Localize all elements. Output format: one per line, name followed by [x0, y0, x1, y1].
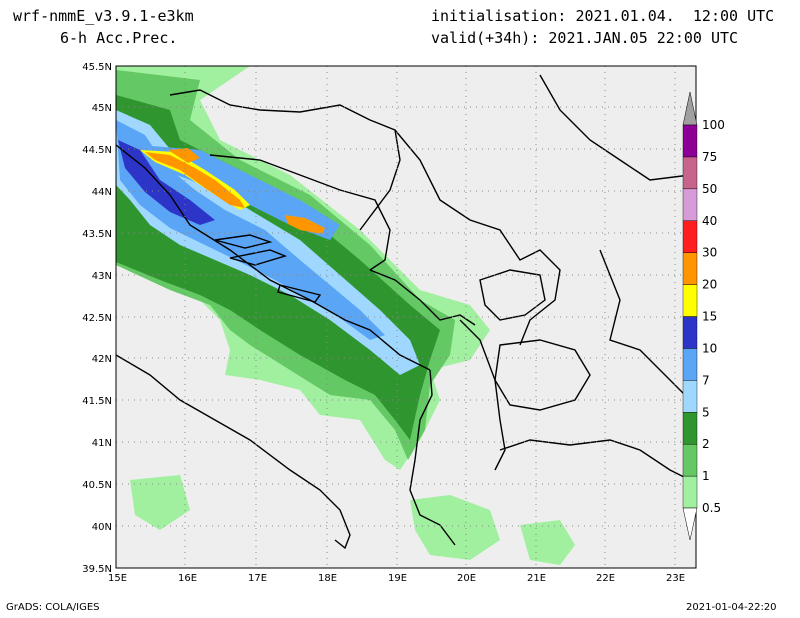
- precip-20mm-band-2: [285, 215, 325, 234]
- lat-tick: 45.5N: [82, 62, 112, 73]
- lon-tick: 17E: [248, 573, 267, 584]
- lat-tick: 41N: [92, 438, 112, 449]
- lat-tick: 39.5N: [82, 564, 112, 575]
- lat-axis: 45.5N 45N 44.5N 44N 43.5N 43N 42.5N 42N …: [82, 62, 112, 575]
- colorbar-box: [682, 380, 698, 413]
- colorbar-label: 100: [702, 118, 725, 132]
- colorbar-box: [682, 316, 698, 349]
- colorbar-label: 15: [702, 310, 717, 324]
- lon-tick: 19E: [388, 573, 407, 584]
- colorbar-box: [682, 252, 698, 285]
- colorbar-label: 40: [702, 214, 717, 228]
- colorbar-box: [682, 348, 698, 381]
- colorbar-bottom-arrow: [682, 507, 698, 541]
- colorbar-label: 50: [702, 182, 717, 196]
- field-title: 6-h Acc.Prec.: [60, 29, 178, 47]
- north-macedonia-border: [494, 339, 591, 411]
- lat-tick: 42N: [92, 354, 112, 365]
- colorbar-label: 30: [702, 246, 717, 260]
- albania-greece-coast: [409, 369, 456, 546]
- lon-tick: 22E: [596, 573, 615, 584]
- colorbar-box: [682, 412, 698, 445]
- serbia-border: [394, 129, 561, 346]
- colorbar-box: [682, 188, 698, 221]
- lat-tick: 42.5N: [82, 313, 112, 324]
- precip-20mm-band: [145, 152, 245, 208]
- colorbar-label: 20: [702, 278, 717, 292]
- colorbar-box: [682, 475, 698, 509]
- lat-tick: 43N: [92, 271, 112, 282]
- precip-light-area-southeast: [520, 520, 575, 565]
- lat-tick: 43.5N: [82, 229, 112, 240]
- lat-tick: 40N: [92, 522, 112, 533]
- lon-axis: 15E 16E 17E 18E 19E 20E 21E 22E 23E: [108, 573, 685, 584]
- lon-tick: 18E: [318, 573, 337, 584]
- lon-tick: 15E: [108, 573, 127, 584]
- greece-border: [499, 439, 691, 481]
- lon-tick: 23E: [666, 573, 685, 584]
- footer-timestamp: 2021-01-04-22:20: [686, 602, 777, 613]
- colorbar-label: 5: [702, 405, 710, 419]
- lat-tick: 44.5N: [82, 145, 112, 156]
- model-title: wrf-nmmE_v3.9.1-e3km: [13, 7, 194, 25]
- island-2: [229, 249, 288, 266]
- colorbar-label: 10: [702, 341, 717, 355]
- colorbar-box: [682, 284, 698, 317]
- lat-tick: 40.5N: [82, 480, 112, 491]
- colorbar-label: 2: [702, 437, 710, 451]
- colorbar-label: 75: [702, 150, 717, 164]
- init-time: initialisation: 2021.01.04. 12:00 UTC: [431, 7, 775, 25]
- lat-tick: 45N: [92, 103, 112, 114]
- precip-light-area-south: [410, 495, 500, 560]
- colorbar-box: [682, 443, 698, 477]
- colorbar-box: [682, 124, 698, 158]
- lat-tick: 41.5N: [82, 396, 112, 407]
- colorbar-label: 7: [702, 373, 710, 387]
- adriatic-east-coast: [115, 144, 431, 371]
- italy-east-coast: [115, 354, 351, 550]
- lon-tick: 21E: [527, 573, 546, 584]
- lon-tick: 16E: [178, 573, 197, 584]
- island-1: [214, 234, 273, 249]
- lat-tick: 44N: [92, 187, 112, 198]
- albania-border: [459, 319, 506, 471]
- bosnia-border: [209, 154, 391, 271]
- lon-tick: 20E: [457, 573, 476, 584]
- montenegro-border: [369, 269, 476, 326]
- kosovo-border: [479, 269, 546, 321]
- precip-10mm-area: [118, 140, 215, 225]
- colorbar-label: 0.5: [702, 501, 721, 515]
- precip-7mm-area: [116, 120, 385, 340]
- precip-20mm-band-3: [168, 148, 200, 163]
- croatia-border: [169, 89, 401, 231]
- footer-credit: GrADS: COLA/IGES: [6, 602, 100, 613]
- bulgaria-border: [599, 249, 691, 401]
- colorbar-box: [682, 220, 698, 253]
- island-3: [277, 284, 322, 303]
- colorbar-box: [682, 156, 698, 190]
- colorbar: 0.5 1 2 5 7 10 15 20 30 40 50 75 100: [682, 91, 725, 541]
- precip-light-area-heel: [130, 475, 190, 530]
- valid-time: valid(+34h): 2021.JAN.05 22:00 UTC: [431, 29, 739, 47]
- graticule: [116, 66, 696, 568]
- colorbar-label: 1: [702, 469, 710, 483]
